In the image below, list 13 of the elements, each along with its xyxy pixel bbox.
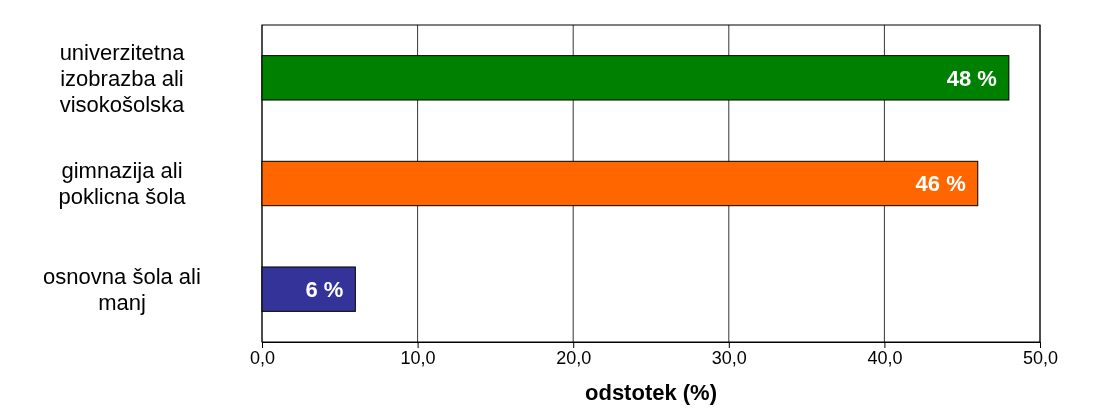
x-axis-title: odstotek (%) (585, 380, 717, 405)
data-label: 48 % (946, 65, 997, 91)
y-tick-label: osnovna šola ali manj (43, 263, 201, 315)
x-tick-label: 50,0 (1022, 347, 1059, 368)
y-tick-label: univerzitetna izobrazba ali visokošolska (59, 39, 186, 117)
data-label: 46 % (915, 171, 966, 197)
x-tick-label: 20,0 (556, 347, 592, 368)
x-tick-label: 0,0 (249, 347, 276, 368)
x-tick-label: 10,0 (400, 347, 436, 368)
x-tick-label: 30,0 (711, 347, 747, 368)
x-tick-label: 40,0 (867, 347, 903, 368)
y-tick-label: gimnazija ali poklicna šola (58, 158, 187, 210)
data-label: 6 % (305, 276, 344, 302)
